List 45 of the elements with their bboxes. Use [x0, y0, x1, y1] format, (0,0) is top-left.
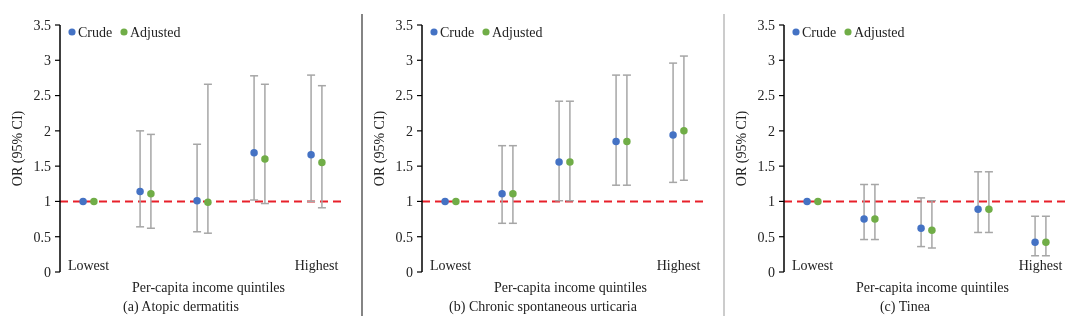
- y-tick-label: 2.5: [33, 88, 51, 104]
- y-tick-label: 2.5: [757, 88, 775, 104]
- y-tick-label: 0: [44, 264, 51, 280]
- text: (c) Tinea: [879, 299, 931, 315]
- x-axis-title: Per-capita income quintiles: [856, 280, 1009, 295]
- y-tick-label: 0: [768, 264, 775, 280]
- y-tick-label: 3.5: [757, 17, 775, 33]
- y-tick-label: 3: [406, 53, 413, 69]
- legend-label: Adjusted: [492, 24, 543, 40]
- y-axis-title: OR (95% CI): [734, 110, 750, 187]
- text: (a) Atopic dermatitis: [123, 299, 239, 315]
- legend-label: Crude: [440, 24, 475, 40]
- x-axis-title: Per-capita income quintiles: [132, 280, 285, 295]
- y-tick-label: 3.5: [33, 17, 51, 33]
- x-tick-label: Highest: [294, 258, 339, 273]
- y-tick-label: 3: [768, 53, 775, 69]
- x-tick-label: Highest: [1018, 258, 1063, 273]
- y-tick-label: 0.5: [33, 229, 51, 245]
- y-axis-title: OR (95% CI): [10, 110, 26, 187]
- text: (b) Chronic spontaneous urticaria: [449, 299, 638, 315]
- y-tick-label: 1.5: [757, 159, 775, 175]
- x-tick-label: Lowest: [791, 258, 834, 273]
- y-tick-label: 3: [44, 53, 51, 69]
- legend-label: Crude: [78, 24, 113, 40]
- y-tick-label: 3.5: [395, 17, 413, 33]
- y-tick-label: 1: [44, 194, 51, 210]
- legend-label: Adjusted: [130, 24, 181, 40]
- y-tick-label: 0.5: [395, 229, 413, 245]
- y-axis-title: OR (95% CI): [372, 110, 388, 187]
- x-tick-label: Lowest: [429, 258, 472, 273]
- y-tick-label: 2: [44, 123, 51, 139]
- y-tick-label: 0: [406, 264, 413, 280]
- y-tick-label: 1: [406, 194, 413, 210]
- x-tick-label: Highest: [656, 258, 701, 273]
- y-tick-label: 2: [768, 123, 775, 139]
- y-tick-label: 1.5: [395, 159, 413, 175]
- legend-label: Adjusted: [854, 24, 905, 40]
- y-tick-label: 1.5: [33, 159, 51, 175]
- x-axis-title: Per-capita income quintiles: [494, 280, 647, 295]
- y-tick-label: 2: [406, 123, 413, 139]
- x-tick-label: Lowest: [67, 258, 110, 273]
- y-tick-label: 0.5: [757, 229, 775, 245]
- y-tick-label: 2.5: [395, 88, 413, 104]
- legend-label: Crude: [802, 24, 837, 40]
- y-tick-label: 1: [768, 194, 775, 210]
